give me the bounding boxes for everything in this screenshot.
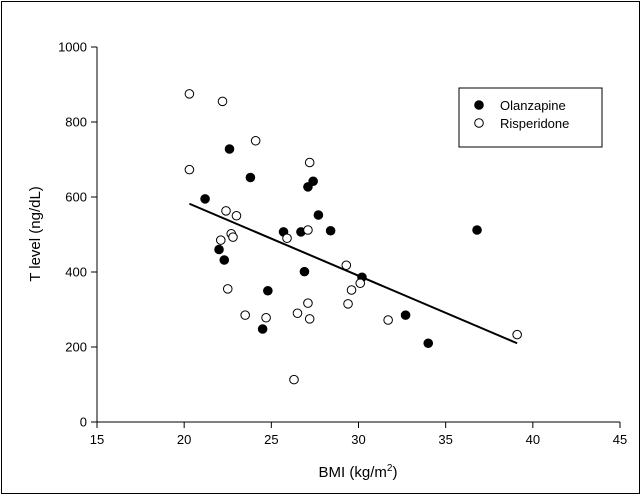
x-tick-label: 40 (526, 432, 540, 447)
data-point-olanzapine (257, 324, 268, 334)
x-axis-title-superscript: 2 (387, 463, 393, 474)
data-point-risperidone (303, 298, 313, 308)
data-point-risperidone (512, 329, 522, 340)
data-point-olanzapine (325, 225, 336, 236)
x-tick-label: 30 (351, 432, 365, 447)
x-tick-label: 25 (264, 432, 278, 447)
y-tick-label: 0 (80, 415, 87, 430)
data-point-risperidone (289, 374, 299, 385)
data-point-risperidone (304, 157, 315, 168)
legend-label-olanzapine: Olanzapine (500, 98, 566, 113)
data-point-risperidone (184, 164, 195, 175)
data-point-risperidone (355, 278, 366, 289)
legend-box (458, 87, 603, 148)
x-tick-label: 35 (438, 432, 452, 447)
data-points (184, 89, 522, 385)
data-point-olanzapine (299, 266, 310, 277)
y-tick-label: 1000 (58, 40, 87, 55)
legend-marker-olanzapine (474, 100, 484, 110)
y-tick-label: 200 (65, 340, 87, 355)
x-axis-title: BMI (kg/m2) (319, 463, 398, 481)
data-point-risperidone (222, 284, 233, 294)
y-tick-label: 600 (65, 190, 87, 205)
data-point-risperidone (231, 210, 242, 221)
x-axis-title-main: BMI (kg/m (319, 464, 387, 481)
data-point-olanzapine (219, 255, 230, 265)
data-point-olanzapine (472, 225, 482, 235)
x-tick-label: 20 (177, 432, 191, 447)
data-point-olanzapine (214, 244, 224, 255)
legend-label-risperidone: Risperidone (500, 116, 569, 131)
data-point-risperidone (261, 312, 271, 323)
y-tick-label: 400 (65, 265, 87, 280)
ticks: 15 20 25 30 35 40 45 0 200 400 600 800 1000 (58, 40, 627, 448)
data-point-risperidone (303, 225, 313, 235)
data-point-risperidone (215, 235, 226, 245)
regression-line-group (189, 202, 518, 345)
y-axis-title: T level (ng/dL) (27, 186, 44, 282)
data-point-risperidone (217, 96, 228, 107)
data-point-olanzapine (423, 338, 434, 349)
data-point-risperidone (282, 233, 292, 244)
data-point-risperidone (304, 314, 315, 324)
data-point-olanzapine (200, 194, 210, 204)
data-point-risperidone (250, 135, 261, 146)
data-point-risperidone (292, 308, 303, 319)
data-point-risperidone (221, 206, 231, 216)
data-point-olanzapine (308, 176, 318, 187)
legend-marker-risperidone (474, 118, 484, 128)
y-tick-label: 800 (65, 115, 87, 130)
x-axis-title-end: ) (392, 464, 397, 481)
data-point-risperidone (184, 89, 195, 99)
data-point-risperidone (383, 315, 393, 325)
data-point-risperidone (228, 232, 238, 242)
legend: Olanzapine Risperidone (458, 87, 603, 148)
regression-line (189, 202, 518, 345)
data-point-olanzapine (263, 285, 273, 296)
x-tick-label: 45 (613, 432, 627, 447)
data-point-olanzapine (224, 144, 235, 154)
data-point-olanzapine (313, 210, 324, 220)
data-point-risperidone (341, 260, 352, 271)
data-point-olanzapine (400, 310, 411, 320)
data-point-risperidone (240, 310, 250, 320)
data-point-risperidone (346, 285, 357, 295)
data-point-olanzapine (245, 172, 256, 183)
x-tick-label: 15 (90, 432, 104, 447)
data-point-risperidone (343, 299, 353, 309)
